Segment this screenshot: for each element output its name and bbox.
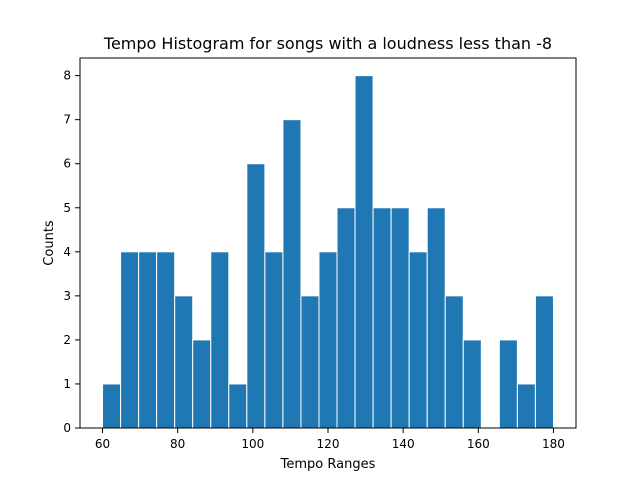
x-tick-label: 160 bbox=[467, 437, 490, 451]
histogram-bar bbox=[498, 339, 518, 429]
histogram-bar bbox=[516, 383, 536, 429]
histogram-bar bbox=[246, 163, 266, 429]
histogram-bar bbox=[318, 251, 338, 429]
y-tick-label: 7 bbox=[63, 113, 71, 127]
histogram-bar bbox=[354, 75, 374, 429]
y-axis-label: Counts bbox=[42, 220, 57, 266]
x-axis-ticks: 60 80 100 120 140 160 180 bbox=[95, 428, 565, 451]
histogram-bar bbox=[174, 295, 194, 429]
histogram-bar bbox=[228, 383, 248, 429]
y-tick-label: 4 bbox=[63, 245, 71, 259]
y-tick-label: 0 bbox=[63, 421, 71, 435]
histogram-bar bbox=[282, 119, 302, 429]
y-tick-label: 8 bbox=[63, 69, 71, 83]
histogram-bar bbox=[426, 207, 446, 429]
histogram-bar bbox=[534, 295, 554, 429]
y-tick-label: 2 bbox=[63, 333, 71, 347]
y-axis-ticks: 0 1 2 3 4 5 6 7 8 bbox=[63, 69, 80, 435]
y-tick-label: 3 bbox=[63, 289, 71, 303]
histogram-bar bbox=[138, 251, 158, 429]
x-tick-label: 60 bbox=[95, 437, 110, 451]
histogram-bar bbox=[210, 251, 230, 429]
histogram-bar bbox=[300, 295, 320, 429]
bars-group bbox=[102, 75, 554, 429]
x-tick-label: 120 bbox=[317, 437, 340, 451]
histogram-bar bbox=[336, 207, 356, 429]
y-tick-label: 5 bbox=[63, 201, 71, 215]
x-tick-label: 180 bbox=[542, 437, 565, 451]
x-tick-label: 140 bbox=[392, 437, 415, 451]
y-tick-label: 1 bbox=[63, 377, 71, 391]
histogram-bar bbox=[408, 251, 428, 429]
histogram-bar bbox=[372, 207, 392, 429]
x-tick-label: 80 bbox=[170, 437, 185, 451]
histogram-bar bbox=[192, 339, 212, 429]
x-tick-label: 100 bbox=[241, 437, 264, 451]
y-tick-label: 6 bbox=[63, 157, 71, 171]
histogram-bar bbox=[120, 251, 140, 429]
histogram-bar bbox=[264, 251, 284, 429]
chart-title: Tempo Histogram for songs with a loudnes… bbox=[103, 34, 552, 53]
histogram-bar bbox=[444, 295, 464, 429]
histogram-bar bbox=[156, 251, 176, 429]
histogram-bar bbox=[462, 339, 482, 429]
histogram-bar bbox=[390, 207, 410, 429]
histogram-bar bbox=[102, 383, 122, 429]
x-axis-label: Tempo Ranges bbox=[280, 457, 376, 472]
